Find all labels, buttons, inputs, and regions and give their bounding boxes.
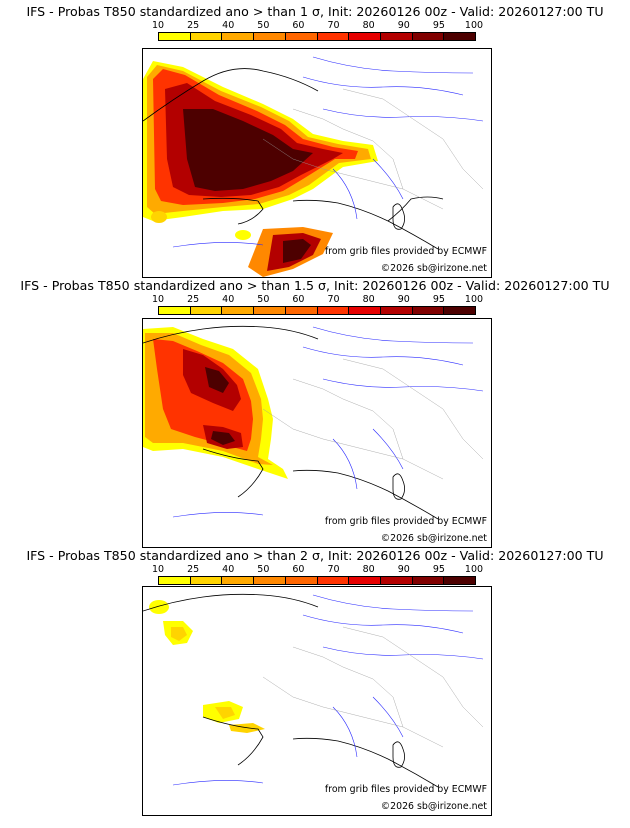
colorbar-swatch <box>190 577 223 584</box>
panel-1-sigma: IFS - Probas T850 standardized ano > tha… <box>0 4 630 278</box>
panel-2-sigma: IFS - Probas T850 standardized ano > tha… <box>0 548 630 820</box>
colorbar-tick-label: 95 <box>432 294 445 305</box>
coastlines <box>143 593 439 788</box>
panel-title: IFS - Probas T850 standardized ano > tha… <box>26 548 604 563</box>
colorbar-swatch <box>349 577 381 584</box>
borders <box>262 358 484 480</box>
coastlines <box>143 325 439 520</box>
colorbar-swatch <box>285 33 318 40</box>
colorbar-swatch <box>285 577 318 584</box>
colorbar-tick-label: 90 <box>397 294 410 305</box>
colorbar-swatch <box>222 33 255 40</box>
colorbar-tick-label: 10 <box>151 564 165 575</box>
colorbar-tick-label: 60 <box>292 20 305 31</box>
colorbar-swatch <box>380 307 413 314</box>
data-source-credit: from grib files provided by ECMWF <box>324 246 487 257</box>
colorbar: 10 25 40 50 60 70 80 90 95 100 <box>152 564 483 594</box>
copyright-credit: ©2026 sb@irizone.net <box>380 533 487 544</box>
colorbar-swatch <box>190 33 223 40</box>
colorbar-swatch <box>349 33 381 40</box>
data-source-credit: from grib files provided by ECMWF <box>324 784 487 795</box>
colorbar-tick-label: 25 <box>187 20 200 31</box>
colorbar-tick-label: 100 <box>464 294 484 305</box>
colorbar-swatch <box>159 577 191 584</box>
rivers <box>172 594 484 786</box>
colorbar-swatch <box>444 33 476 40</box>
colorbar-tick-label: 70 <box>327 20 340 31</box>
colorbar-tick-label: 25 <box>187 294 200 305</box>
colorbar-swatch <box>254 577 286 584</box>
colorbar-swatch <box>317 577 350 584</box>
colorbar-tick-label: 95 <box>432 20 445 31</box>
data-source-credit: from grib files provided by ECMWF <box>324 516 487 527</box>
colorbar-tick-label: 100 <box>464 564 484 575</box>
probability-fill <box>143 61 378 277</box>
colorbar-tick-label: 90 <box>397 20 410 31</box>
colorbar-swatch <box>444 577 476 584</box>
colorbar: 10 25 40 50 60 70 80 90 95 100 <box>152 20 483 50</box>
colorbar-labels: 10 25 40 50 60 70 80 90 95 100 <box>152 564 483 575</box>
colorbar-swatch <box>190 307 223 314</box>
map-graphic <box>143 593 484 788</box>
colorbar-swatch <box>349 307 381 314</box>
colorbar-boxes <box>158 32 476 41</box>
colorbar-labels: 10 25 40 50 60 70 80 90 95 100 <box>152 20 483 31</box>
colorbar-swatch <box>412 33 445 40</box>
panel-1-5-sigma: IFS - Probas T850 standardized ano > tha… <box>0 278 630 548</box>
colorbar-boxes <box>158 306 476 315</box>
colorbar-tick-label: 70 <box>327 294 340 305</box>
colorbar-swatch <box>444 307 476 314</box>
colorbar-swatch <box>285 307 318 314</box>
probability-fill <box>149 600 265 733</box>
colorbar-tick-label: 10 <box>151 20 165 31</box>
panel-title: IFS - Probas T850 standardized ano > tha… <box>20 278 610 293</box>
colorbar-tick-label: 25 <box>187 564 200 575</box>
copyright-credit: ©2026 sb@irizone.net <box>380 263 487 274</box>
probability-map: from grib files provided by ECMWF ©2026 … <box>142 318 492 548</box>
colorbar-tick-label: 50 <box>257 564 270 575</box>
colorbar-labels: 10 25 40 50 60 70 80 90 95 100 <box>152 294 483 305</box>
colorbar-tick-label: 90 <box>397 564 410 575</box>
colorbar-tick-label: 50 <box>257 20 270 31</box>
colorbar: 10 25 40 50 60 70 80 90 95 100 <box>152 294 483 324</box>
colorbar-swatch <box>254 307 286 314</box>
colorbar-tick-label: 70 <box>327 564 340 575</box>
colorbar-boxes <box>158 576 476 585</box>
probability-map: from grib files provided by ECMWF ©2026 … <box>142 48 492 278</box>
borders <box>262 626 484 748</box>
panel-title: IFS - Probas T850 standardized ano > tha… <box>26 4 604 19</box>
colorbar-tick-label: 40 <box>222 294 235 305</box>
colorbar-swatch <box>159 307 191 314</box>
colorbar-tick-label: 100 <box>464 20 484 31</box>
colorbar-tick-label: 40 <box>222 564 235 575</box>
probability-fill <box>143 327 288 479</box>
colorbar-tick-label: 40 <box>222 20 235 31</box>
colorbar-swatch <box>412 577 445 584</box>
colorbar-swatch <box>317 33 350 40</box>
colorbar-tick-label: 80 <box>362 564 375 575</box>
colorbar-tick-label: 10 <box>151 294 165 305</box>
colorbar-swatch <box>254 33 286 40</box>
colorbar-swatch <box>222 307 255 314</box>
copyright-credit: ©2026 sb@irizone.net <box>380 801 487 812</box>
colorbar-swatch <box>380 577 413 584</box>
probability-map: from grib files provided by ECMWF ©2026 … <box>142 586 492 816</box>
colorbar-swatch <box>222 577 255 584</box>
colorbar-swatch <box>317 307 350 314</box>
colorbar-tick-label: 50 <box>257 294 270 305</box>
colorbar-swatch <box>412 307 445 314</box>
colorbar-tick-label: 95 <box>432 564 445 575</box>
coastlines <box>143 68 444 250</box>
rivers <box>172 326 484 518</box>
colorbar-swatch <box>380 33 413 40</box>
colorbar-tick-label: 80 <box>362 20 375 31</box>
colorbar-tick-label: 60 <box>292 294 305 305</box>
colorbar-tick-label: 80 <box>362 294 375 305</box>
map-graphic <box>143 325 484 520</box>
colorbar-swatch <box>159 33 191 40</box>
borders <box>262 88 484 210</box>
map-graphic <box>143 56 484 277</box>
colorbar-tick-label: 60 <box>292 564 305 575</box>
